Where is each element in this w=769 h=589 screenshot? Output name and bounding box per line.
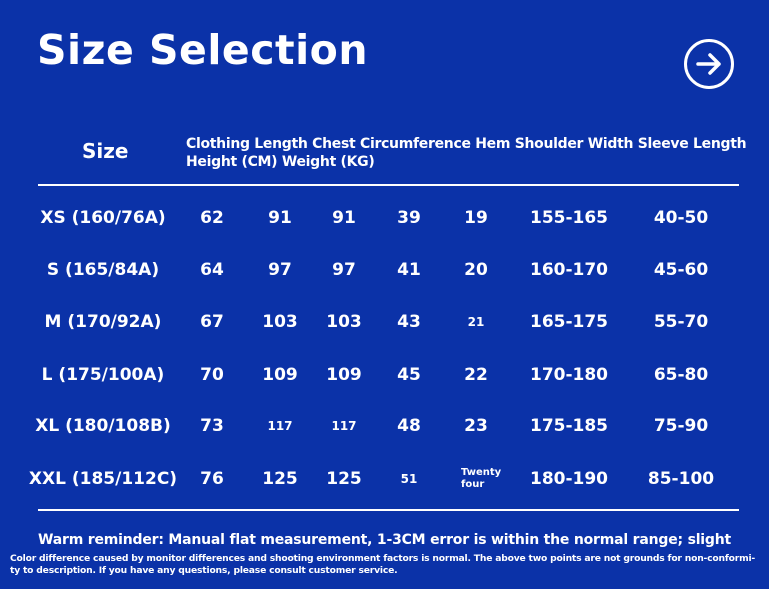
size-label: XXL (185/112C) bbox=[28, 469, 178, 489]
table-cell: 64 bbox=[200, 260, 224, 280]
table-cell: 75-90 bbox=[653, 416, 709, 436]
page-title: Size Selection bbox=[37, 26, 369, 74]
header-divider bbox=[38, 184, 739, 186]
table-cell: 117 bbox=[331, 419, 357, 433]
table-cell: 103 bbox=[262, 312, 298, 332]
size-column-header: Size bbox=[82, 139, 129, 163]
table-cell: 48 bbox=[397, 416, 421, 436]
table-cell: 22 bbox=[464, 365, 488, 385]
table-cell: 43 bbox=[397, 312, 421, 332]
table-cell: 65-80 bbox=[653, 365, 709, 385]
table-cell: Twenty four bbox=[461, 467, 502, 490]
table-cell: 103 bbox=[326, 312, 362, 332]
size-label: L (175/100A) bbox=[41, 365, 165, 385]
table-cell: 155-165 bbox=[529, 208, 609, 228]
table-cell: 97 bbox=[268, 260, 292, 280]
table-cell: 76 bbox=[200, 469, 224, 489]
table-cell: 40-50 bbox=[653, 208, 709, 228]
table-cell: 125 bbox=[262, 469, 298, 489]
table-cell: 41 bbox=[397, 260, 421, 280]
table-cell: 55-70 bbox=[653, 312, 709, 332]
next-button[interactable] bbox=[684, 39, 734, 89]
table-cell: 39 bbox=[397, 208, 421, 228]
size-label: S (165/84A) bbox=[46, 260, 160, 280]
table-cell: 23 bbox=[464, 416, 488, 436]
table-cell: 109 bbox=[262, 365, 298, 385]
table-cell: 51 bbox=[400, 472, 418, 486]
disclaimer-text: Color difference caused by monitor diffe… bbox=[10, 553, 756, 576]
table-cell: 73 bbox=[200, 416, 224, 436]
table-cell: 85-100 bbox=[647, 469, 715, 489]
table-cell: 160-170 bbox=[529, 260, 609, 280]
table-cell: 117 bbox=[267, 419, 293, 433]
table-cell: 97 bbox=[332, 260, 356, 280]
table-cell: 165-175 bbox=[529, 312, 609, 332]
arrow-right-icon bbox=[696, 53, 721, 75]
table-cell: 70 bbox=[200, 365, 224, 385]
table-cell: 91 bbox=[268, 208, 292, 228]
table-cell: 21 bbox=[467, 315, 485, 329]
table-cell: 109 bbox=[326, 365, 362, 385]
footer-divider bbox=[38, 509, 739, 511]
table-cell: 91 bbox=[332, 208, 356, 228]
table-cell: 45 bbox=[397, 365, 421, 385]
table-cell: 45-60 bbox=[653, 260, 709, 280]
table-cell: 62 bbox=[200, 208, 224, 228]
table-cell: 175-185 bbox=[529, 416, 609, 436]
table-cell: 19 bbox=[464, 208, 488, 228]
measurement-columns-header: Clothing Length Chest Circumference Hem … bbox=[186, 136, 747, 170]
size-label: XS (160/76A) bbox=[40, 208, 166, 228]
table-cell: 67 bbox=[200, 312, 224, 332]
warm-reminder: Warm reminder: Manual flat measurement, … bbox=[38, 532, 731, 548]
table-cell: 125 bbox=[326, 469, 362, 489]
table-cell: 170-180 bbox=[529, 365, 609, 385]
size-label: M (170/92A) bbox=[44, 312, 162, 332]
table-cell: 20 bbox=[464, 260, 488, 280]
size-label: XL (180/108B) bbox=[35, 416, 171, 436]
table-cell: 180-190 bbox=[529, 469, 609, 489]
